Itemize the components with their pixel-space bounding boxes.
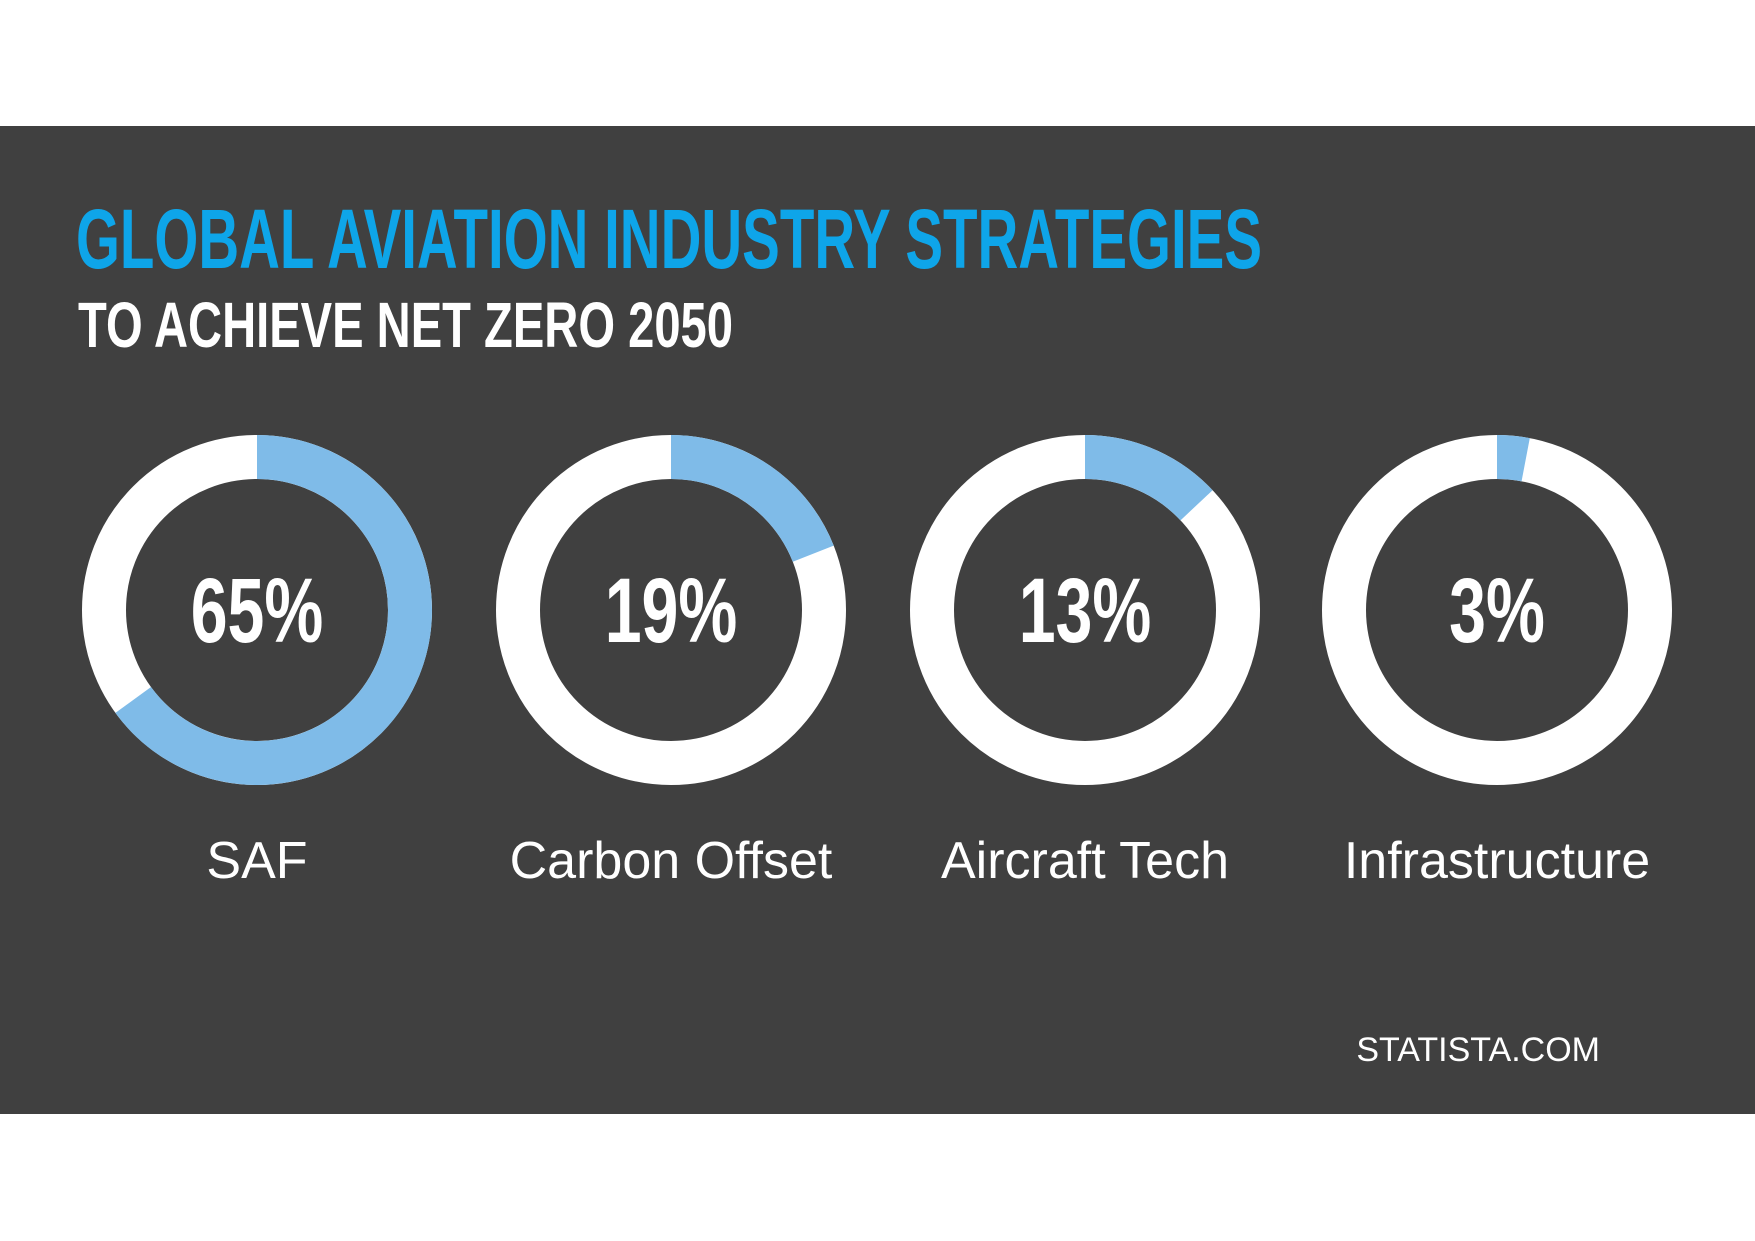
value-label: 19% (605, 560, 738, 662)
category-label: Aircraft Tech (941, 832, 1229, 890)
value-label: 65% (191, 560, 324, 662)
background-band (0, 126, 1755, 1114)
donut-segment (115, 435, 432, 785)
title: GLOBAL AVIATION INDUSTRY STRATEGIES (76, 192, 1262, 286)
source: STATISTA.COM (1356, 1031, 1600, 1069)
category-label: Infrastructure (1344, 832, 1650, 890)
value-label: 3% (1449, 560, 1545, 662)
subtitle: TO ACHIEVE NET ZERO 2050 (78, 289, 733, 361)
donut-segment (1084, 435, 1213, 521)
category-label: Carbon Offset (510, 832, 833, 890)
value-label: 13% (1019, 560, 1152, 662)
donut-segment (670, 435, 834, 563)
donut-segment (1496, 435, 1530, 482)
category-label: SAF (206, 832, 307, 890)
